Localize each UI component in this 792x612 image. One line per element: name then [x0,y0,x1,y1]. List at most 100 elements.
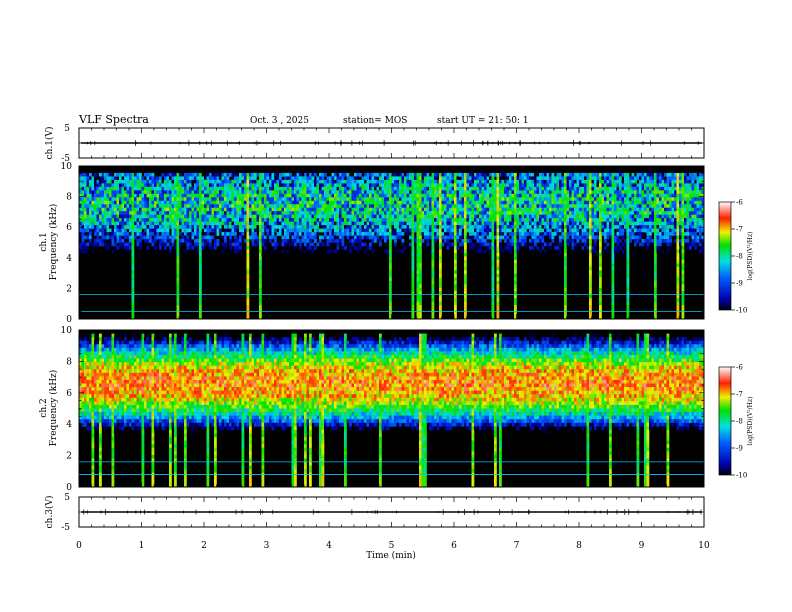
spectrogram-cell [271,204,275,209]
spectrogram-cell [264,225,267,229]
spectrogram-cell [124,200,127,205]
spectrogram-cell [229,190,232,195]
spectrogram-cell [226,225,230,229]
spectrogram-cell [94,179,97,184]
spectrogram-cell [221,221,225,226]
spectrogram-cell [546,225,550,229]
spectrogram-cell [131,200,135,205]
spectrogram-cell [259,197,262,202]
spectrogram-cell [284,207,287,212]
spectrogram-cell [361,214,365,219]
spectrogram-cell [459,193,462,198]
spectrogram-cell [384,197,387,202]
spectrogram-cell [346,242,350,247]
spectrogram-cell [214,186,217,191]
spectrogram-cell [409,193,412,198]
spectrogram-cell [281,249,285,254]
spectrogram-cell [484,179,487,184]
spectrogram-cell [499,179,502,184]
spectrogram-cell [566,176,570,181]
spectrogram-cell [369,218,372,222]
spectrogram-cell [406,183,410,188]
spectrogram-cell [234,172,237,177]
spectrogram-cell [534,204,537,209]
spectrogram-cell [414,200,417,205]
spectrogram-cell [404,207,407,212]
spectrogram-cell [401,197,405,202]
spectrogram-cell [331,249,335,254]
spectrogram-cell [329,232,332,236]
spectrogram-cell [254,176,257,181]
spectrogram-cell [179,221,182,226]
spectrogram-cell [86,200,90,205]
spectrogram-cell [486,218,490,222]
spectrogram-cell [231,221,235,226]
spectrogram-cell [606,190,610,195]
spectrogram-cell [99,179,102,184]
spectrogram-cell [236,249,240,254]
spectrogram-cell [426,200,430,205]
spectrogram-cell [551,190,555,195]
spectrogram-cell [556,179,560,184]
spectrogram-cell [516,214,520,219]
spectrogram-cell [331,211,335,215]
spectrogram-cell [559,211,562,215]
spectrogram-cell [151,218,155,222]
spectrogram-cell [131,235,135,240]
spectrogram-cell [246,190,250,195]
spectrogram-cell [439,301,442,306]
spectrogram-cell [174,179,177,184]
spectrogram-cell [429,183,432,188]
spectrogram-cell [236,242,240,247]
spectrogram-cell [139,200,142,205]
spectrogram-cell [399,235,402,240]
spectrogram-cell [419,298,422,302]
spectrogram-cell [106,207,110,212]
spectrogram-cell [384,225,387,229]
spectrogram-cell [601,218,605,222]
spectrogram-cell [389,232,392,236]
spectrogram-cell [259,287,262,292]
spectrogram-cell [556,207,560,212]
spectrogram-cell [89,176,92,181]
spectrogram-cell [416,308,420,313]
spectrogram-cell [366,232,370,236]
spectrogram-cell [104,172,107,177]
spectrogram-cell [291,214,295,219]
spectrogram-cell [184,214,187,219]
spectrogram-cell [356,200,360,205]
spectrogram-cell [191,176,195,181]
spectrogram-cell [584,207,587,212]
spectrogram-cell [421,179,425,184]
spectrogram-cell [301,211,305,215]
spectrogram-cell [334,221,337,226]
spectrogram-cell [326,232,330,236]
spectrogram-cell [304,197,307,202]
spectrogram-cell [529,186,532,191]
spectrogram-cell [466,225,470,229]
spectrogram-cell [434,193,437,198]
spectrogram-cell [526,207,530,212]
spectrogram-cell [219,214,222,219]
spectrogram-cell [481,242,485,247]
spectrogram-cell [439,179,442,184]
spectrogram-cell [149,211,152,215]
spectrogram-cell [536,228,540,233]
spectrogram-cell [494,232,497,236]
spectrogram-cell [229,232,232,236]
spectrogram-cell [131,218,135,222]
spectrogram-cell [406,176,410,181]
spectrogram-cell [359,239,362,243]
spectrogram-cell [379,221,382,226]
spectrogram-cell [221,225,225,229]
spectrogram-cell [504,228,507,233]
spectrogram-cell [386,249,390,254]
spectrogram-cell [354,207,357,212]
spectrogram-cell [116,239,120,243]
spectrogram-cell [326,249,330,254]
spectrogram-cell [219,179,222,184]
spectrogram-cell [334,249,337,254]
spectrogram-cell [311,176,315,181]
spectrogram-cell [341,190,345,195]
